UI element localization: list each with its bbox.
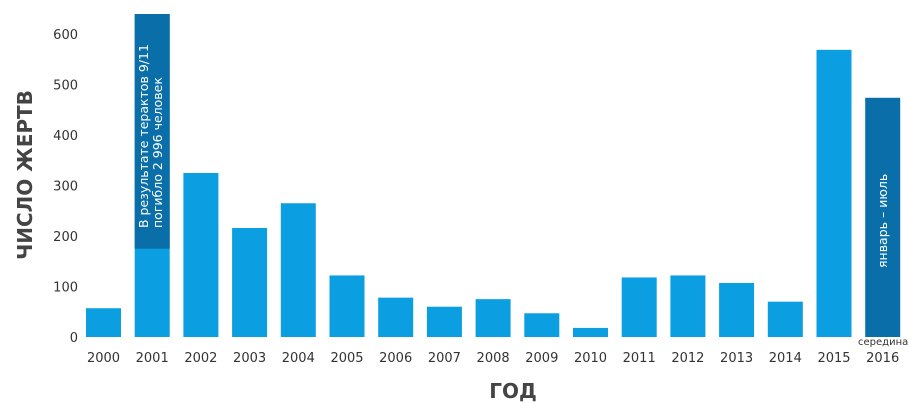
annotation-box-2001 [134,14,170,249]
bar-2002 [183,172,219,337]
annotation-2016: январь – июль [875,174,890,268]
bar-2014 [767,301,803,337]
annotations: В результате терактов 9/11 погибло 2 996… [136,44,908,348]
bar-2016 [865,97,901,337]
bar-2003 [232,227,268,337]
x-tick-label: 2002 [184,351,217,366]
x-tick-label: 2009 [525,351,558,366]
x-tick-label: 2006 [379,351,412,366]
bars [86,14,901,337]
annotation-2001-line2: погибло 2 996 человек [150,77,165,228]
x-tick-label: 2007 [428,351,461,366]
x-tick-label: 2015 [817,351,850,366]
annotation-2001-line1: В результате терактов 9/11 [136,44,151,228]
bar-2010 [573,327,608,337]
bar-2012 [670,275,706,337]
y-tick-label: 0 [70,331,78,346]
x-tick-label: 2000 [87,351,120,366]
x-tick-label: 2008 [477,351,510,366]
bar-2013 [719,282,755,337]
bar-2004 [280,203,316,337]
bar-2011 [621,277,657,337]
x-tick-label: 2010 [574,351,607,366]
x-tick-label: 2003 [233,351,266,366]
bar-2006 [378,297,414,337]
x-axis-title: ГОД [489,379,537,403]
bar-2005 [329,275,365,337]
bar-2008 [475,299,511,337]
x-tick-label: 2013 [720,351,753,366]
y-tick-label: 100 [53,281,78,296]
y-tick-label: 400 [53,129,78,144]
x-tick-label: 2004 [282,351,315,366]
bar-2007 [426,306,462,337]
x-tick-label: 2012 [671,351,704,366]
y-axis-title: ЧИСЛО ЖЕРТВ [13,90,37,260]
y-tick-label: 600 [53,28,78,43]
annotation-2016-sub: середина [858,337,908,348]
x-tick-label: 2014 [769,351,802,366]
x-tick-label: 2005 [330,351,363,366]
x-tick-label: 2001 [136,351,169,366]
bar-2009 [524,313,560,337]
x-tick-label: 2016 [866,351,899,366]
y-axis-ticks: 0 100 200 300 400 500 600 [53,28,78,346]
y-tick-label: 200 [53,230,78,245]
y-tick-label: 300 [53,180,78,195]
x-tick-label: 2011 [623,351,656,366]
x-axis-ticks: 2000 2001 2002 2003 2004 2005 2006 2007 2008 2009… [87,351,899,366]
y-tick-label: 500 [53,79,78,94]
bar-2000 [86,308,121,337]
bar-2015 [816,49,852,337]
